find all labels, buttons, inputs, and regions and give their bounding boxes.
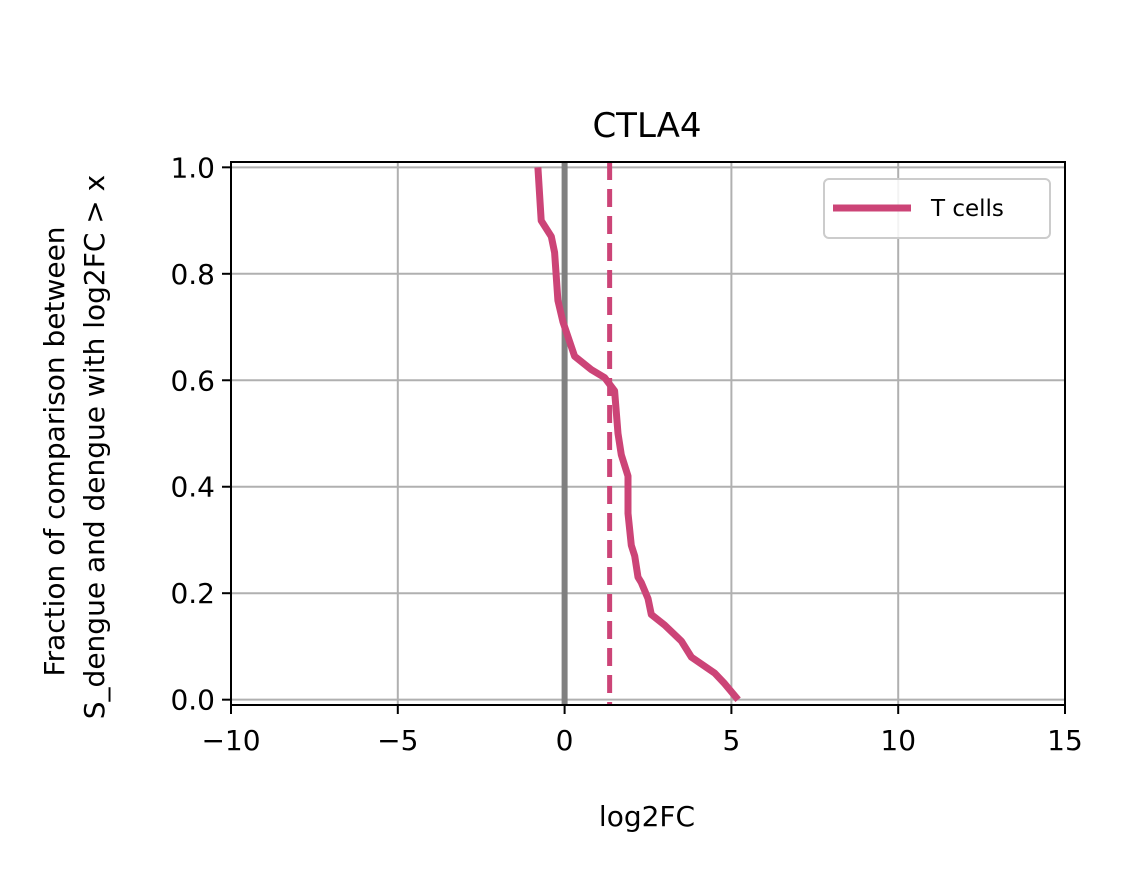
series-layer xyxy=(534,167,741,702)
reference-lines xyxy=(561,162,613,705)
y-axis: 0.0 0.2 0.4 0.6 0.8 1.0 xyxy=(170,151,231,717)
legend-label: T cells xyxy=(930,196,1004,222)
y-tick-label: 0.6 xyxy=(170,364,215,397)
y-tick-label: 0.4 xyxy=(170,471,215,504)
series-line xyxy=(534,167,741,702)
x-tick-label: 15 xyxy=(1047,724,1083,757)
x-axis: −10 −5 0 5 10 15 xyxy=(201,705,1083,757)
legend: T cells xyxy=(823,178,1051,239)
y-tick-label: 0.0 xyxy=(170,684,215,717)
legend-box xyxy=(823,178,1051,239)
y-axis-label-line-1: Fraction of comparison between xyxy=(38,226,71,676)
chart-title: CTLA4 xyxy=(592,106,701,146)
y-axis-label: Fraction of comparison between S_dengue … xyxy=(38,175,111,719)
x-tick-label: 10 xyxy=(880,724,916,757)
y-tick-label: 1.0 xyxy=(170,151,215,184)
x-tick-label: −10 xyxy=(201,724,260,757)
x-tick-label: 5 xyxy=(722,724,740,757)
x-tick-label: −5 xyxy=(377,724,418,757)
y-tick-label: 0.8 xyxy=(170,258,215,291)
plot-frame xyxy=(230,161,1066,706)
grid-lines xyxy=(230,162,1066,705)
x-axis-label: log2FC xyxy=(599,800,695,833)
y-axis-label-line-2: S_dengue and dengue with log2FC > x xyxy=(78,175,111,719)
x-tick-label: 0 xyxy=(556,724,574,757)
y-tick-label: 0.2 xyxy=(170,577,215,610)
